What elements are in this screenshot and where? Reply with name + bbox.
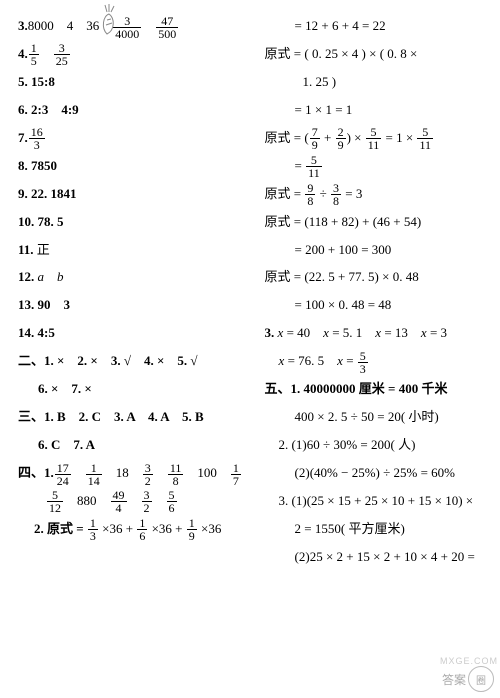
item-14: 14. 4:5 xyxy=(18,319,245,347)
r6: = 511 xyxy=(265,152,490,180)
section-2b: 6. × 7. × xyxy=(18,375,245,403)
watermark-site: MXGE.COM xyxy=(440,656,498,666)
r2: 原式 = ( 0. 25 × 4 ) × ( 0. 8 × xyxy=(265,40,490,68)
section-4-line2: 512 880 494 32 56 xyxy=(18,487,245,515)
item-8: 8. 7850 xyxy=(18,152,245,180)
r10: 原式 = (22. 5 + 77. 5) × 0. 48 xyxy=(265,263,490,291)
r3: 1. 25 ) xyxy=(265,68,490,96)
item-12: 12. a b xyxy=(18,263,245,291)
r8: 原式 = (118 + 82) + (46 + 54) xyxy=(265,208,490,236)
item-7: 7.163 xyxy=(18,124,245,152)
r4: = 1 × 1 = 1 xyxy=(265,96,490,124)
right-column: = 12 + 6 + 4 = 22 原式 = ( 0. 25 × 4 ) × (… xyxy=(245,12,490,698)
r12: 3. x = 40 x = 5. 1 x = 13 x = 3 xyxy=(265,319,490,347)
item-5: 5. 15:8 xyxy=(18,68,245,96)
item-9: 9. 22. 1841 xyxy=(18,180,245,208)
watermark-badge: 答案圈 xyxy=(442,666,494,692)
r7: 原式 = 98 ÷ 38 = 3 xyxy=(265,180,490,208)
r9: = 200 + 100 = 300 xyxy=(265,236,490,264)
section-4-line1: 四、1.1724 114 18 32 118 100 17 xyxy=(18,459,245,487)
section-3: 三、1. B 2. C 3. A 4. A 5. B xyxy=(18,403,245,431)
item-10: 10. 78. 5 xyxy=(18,208,245,236)
r16: 2. (1)60 ÷ 30% = 200( 人) xyxy=(265,431,490,459)
section-3b: 6. C 7. A xyxy=(18,431,245,459)
section-5: 五、1. 40000000 厘米 = 400 千米 xyxy=(265,375,490,403)
carrot-icon xyxy=(95,2,123,36)
section-4-item2: 2. 原式 = 13 ×36 + 16 ×36 + 19 ×36 xyxy=(18,515,245,543)
r13: x = 76. 5 x = 53 xyxy=(265,347,490,375)
r11: = 100 × 0. 48 = 48 xyxy=(265,291,490,319)
r1: = 12 + 6 + 4 = 22 xyxy=(265,12,490,40)
r19: 2 = 1550( 平方厘米) xyxy=(265,515,490,543)
item-3: 3.8000 4 36 34000 47500 xyxy=(18,12,245,40)
left-column: 3.8000 4 36 34000 47500 4.15 325 5. 15:8… xyxy=(18,12,245,698)
r18: 3. (1)(25 × 15 + 25 × 10 + 15 × 10) × xyxy=(265,487,490,515)
r5: 原式 = (79 + 29) × 511 = 1 × 511 xyxy=(265,124,490,152)
item-4: 4.15 325 xyxy=(18,40,245,68)
r15: 400 × 2. 5 ÷ 50 = 20( 小时) xyxy=(265,403,490,431)
section-2: 二、1. × 2. × 3. √ 4. × 5. √ xyxy=(18,347,245,375)
r17: (2)(40% − 25%) ÷ 25% = 60% xyxy=(265,459,490,487)
item-6: 6. 2:3 4:9 xyxy=(18,96,245,124)
item-11: 11. 正 xyxy=(18,236,245,264)
r20: (2)25 × 2 + 15 × 2 + 10 × 4 + 20 = xyxy=(265,543,490,571)
item-13: 13. 90 3 xyxy=(18,291,245,319)
